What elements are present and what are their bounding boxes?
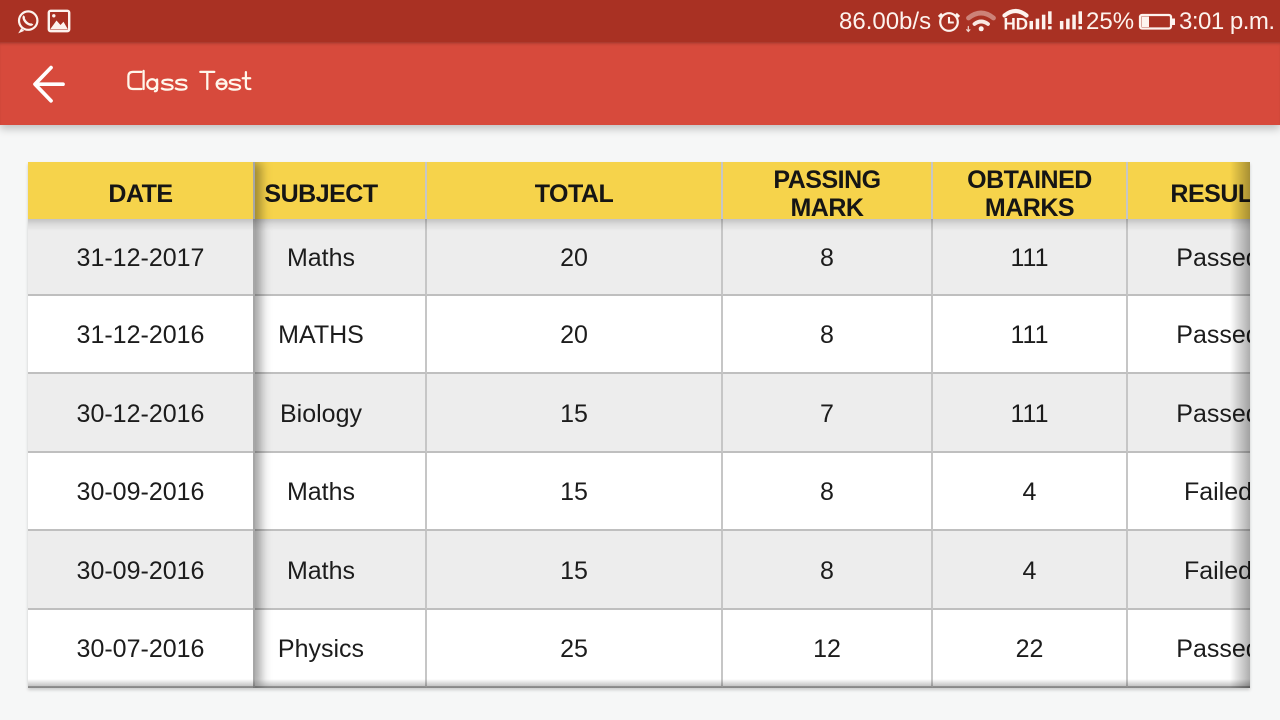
svg-text:HD: HD [1004,15,1029,34]
